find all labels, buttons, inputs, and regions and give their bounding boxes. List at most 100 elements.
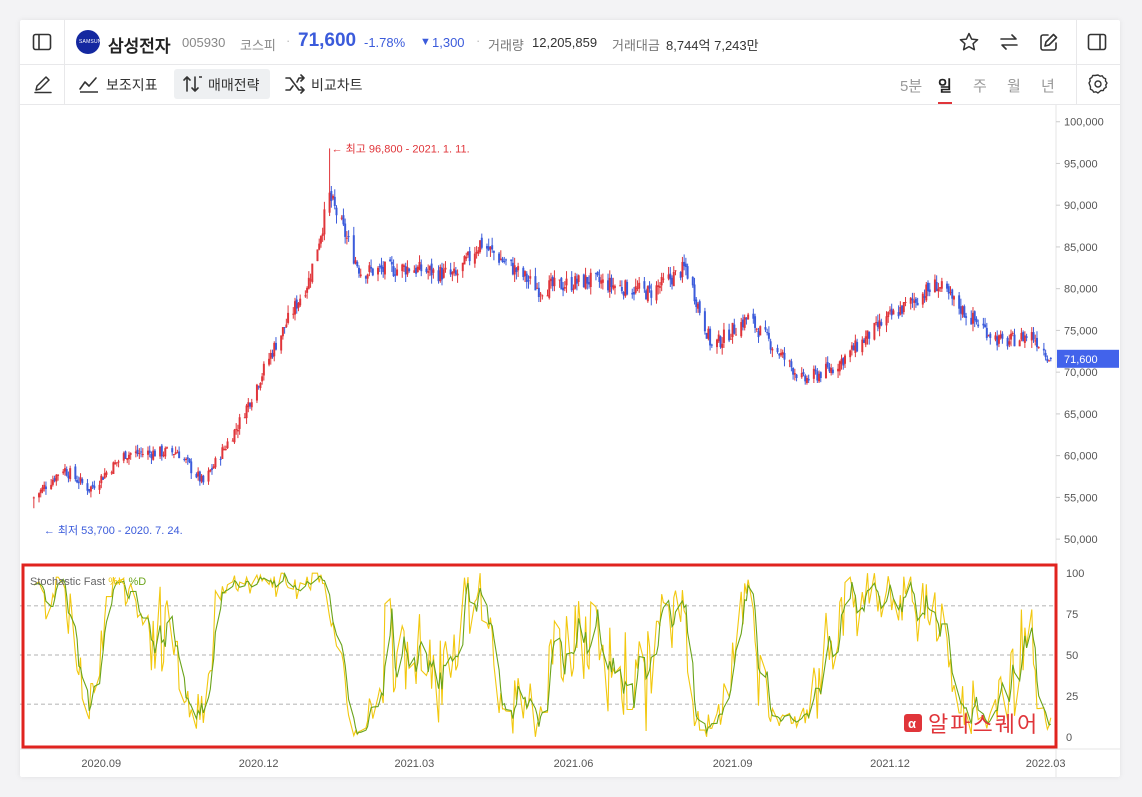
candle-body <box>390 261 393 265</box>
stoch-y-tick-label: 50 <box>1066 650 1078 662</box>
candle-body <box>176 452 179 454</box>
compare-button[interactable]: 비교차트 <box>311 77 363 93</box>
candle-body <box>667 274 670 279</box>
candle-body <box>863 339 866 343</box>
candle-body <box>574 276 577 289</box>
candle-body <box>781 352 784 355</box>
candle-body <box>425 268 428 272</box>
candle-body <box>416 266 419 272</box>
candle-body <box>830 367 833 373</box>
candle-body <box>489 246 492 250</box>
candle-body <box>114 462 117 464</box>
candle-body <box>347 236 350 238</box>
candle-body <box>562 287 565 291</box>
samsung-logo: SAMSUNG <box>76 30 105 54</box>
candle-body <box>51 479 54 485</box>
alpha-square-icon <box>904 714 922 732</box>
candle-body <box>842 357 845 366</box>
candle-body <box>909 297 912 304</box>
period-year[interactable]: 년 <box>1041 78 1055 95</box>
strategy-button[interactable]: 매매전략 <box>208 77 260 93</box>
y-tick-label: 80,000 <box>1064 284 1098 296</box>
period-month[interactable]: 월 <box>1007 78 1021 95</box>
candle-body <box>394 274 397 276</box>
candle-body <box>159 446 162 457</box>
candle-body <box>148 450 151 454</box>
candle-body <box>432 269 435 273</box>
candle-body <box>880 322 883 326</box>
candle-body <box>430 263 433 276</box>
candle-body <box>982 323 985 326</box>
candle-body <box>396 269 399 276</box>
candle-body <box>747 314 750 320</box>
candle-body <box>735 334 738 336</box>
candle-body <box>209 469 212 472</box>
period-day[interactable]: 일 <box>938 78 952 95</box>
candle-body <box>207 470 210 482</box>
period-week[interactable]: 주 <box>973 78 987 95</box>
indicators-button[interactable]: 보조지표 <box>106 77 158 93</box>
candle-body <box>292 313 295 315</box>
candle-body <box>86 483 89 491</box>
candle-body <box>172 453 175 455</box>
candle-body <box>41 487 44 492</box>
candle-body <box>1011 332 1014 334</box>
candle-body <box>287 312 290 323</box>
candle-body <box>560 277 563 290</box>
candle-body <box>340 217 343 219</box>
panel-toggle-icon[interactable] <box>1087 32 1107 52</box>
candle-body <box>255 384 258 401</box>
candle-body <box>306 287 309 293</box>
candle-body <box>178 451 181 459</box>
strategy-button-bg[interactable] <box>174 69 270 99</box>
y-tick-label: 60,000 <box>1064 451 1098 463</box>
candle-body <box>492 251 495 253</box>
candle-body <box>513 265 516 275</box>
stock-header: SAMSUNG 삼성전자 005930 코스피 · 71,600 -1.78% … <box>20 20 1120 65</box>
candle-body <box>927 282 930 292</box>
x-tick-label: 2021.03 <box>394 758 434 770</box>
settings-gear-icon[interactable] <box>1087 73 1109 95</box>
candle-body <box>283 327 286 329</box>
candle-body <box>183 458 186 460</box>
candle-body <box>658 286 661 288</box>
strategy-icon[interactable] <box>182 74 204 94</box>
stoch-y-tick-label: 100 <box>1066 568 1084 580</box>
candle-body <box>522 267 525 277</box>
stoch-title: Stochastic Fast %K %D <box>30 576 146 588</box>
swap-icon[interactable] <box>998 31 1020 53</box>
candle-body <box>243 417 246 419</box>
compare-icon[interactable] <box>284 74 306 94</box>
candle-body <box>831 369 834 373</box>
drawing-pen-icon[interactable] <box>32 73 54 95</box>
candle-body <box>62 471 65 474</box>
candle-body <box>728 329 731 341</box>
candle-body <box>186 457 189 459</box>
candle-body <box>683 261 686 267</box>
chart-area[interactable]: 2020.09 2020.12 2021.03 2021.06 2021.09 2021.… <box>20 20 1120 777</box>
watermark-text: 알파스퀘어 <box>928 712 1039 737</box>
candle-body <box>195 474 198 478</box>
candle-body <box>970 317 973 325</box>
candle-body <box>655 285 658 301</box>
candle-body <box>74 466 77 480</box>
candle-body <box>140 451 143 453</box>
candle-body <box>368 265 371 272</box>
candle-body <box>69 468 72 480</box>
separator-dot: · <box>286 33 291 48</box>
candle-body <box>304 295 307 297</box>
candle-body <box>959 306 962 314</box>
candle-body <box>575 278 578 284</box>
candle-body <box>657 285 660 287</box>
indicator-icon[interactable] <box>78 74 100 94</box>
period-5min[interactable]: 5분 <box>900 78 923 95</box>
x-tick-label: 2020.09 <box>81 758 121 770</box>
candle-body <box>444 267 447 270</box>
candle-body <box>916 302 919 306</box>
edit-icon[interactable] <box>1038 31 1060 53</box>
star-icon[interactable] <box>958 31 980 53</box>
candle-body <box>65 469 68 476</box>
candle-body <box>418 261 421 270</box>
candle-body <box>134 451 137 454</box>
sidebar-toggle-icon[interactable] <box>32 32 52 52</box>
